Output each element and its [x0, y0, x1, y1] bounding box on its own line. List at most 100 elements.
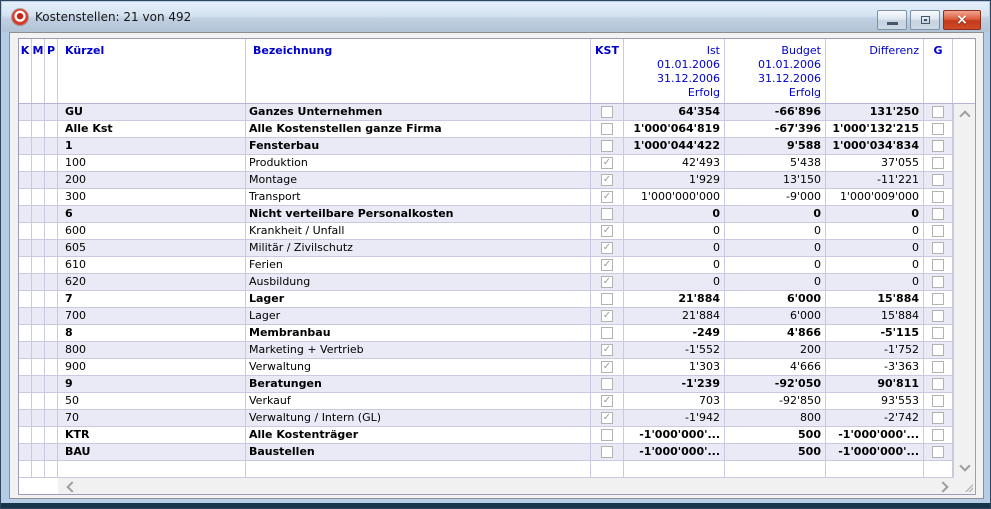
- scroll-left-icon[interactable]: [66, 481, 78, 493]
- g-checkbox[interactable]: [932, 174, 944, 186]
- row-g-cell: [924, 427, 953, 443]
- row-col-p: [45, 121, 58, 137]
- kst-checkbox[interactable]: [601, 395, 613, 407]
- grid-body: GU Ganzes Unternehmen 64'354 -66'896 131'250…: [19, 104, 975, 478]
- window-bottom-edge: [1, 503, 990, 508]
- row-differenz-value: 0: [826, 206, 924, 222]
- grid-body-rows: GU Ganzes Unternehmen 64'354 -66'896 131'250…: [19, 104, 953, 478]
- row-g-cell: [924, 223, 953, 239]
- header-col-budget: Budget 01.01.2006 31.12.2006 Erfolg: [725, 39, 826, 103]
- kst-checkbox[interactable]: [601, 242, 613, 254]
- header-col-p: P: [45, 39, 58, 103]
- row-col-m: [32, 121, 45, 137]
- kst-checkbox[interactable]: [601, 208, 613, 220]
- row-differenz-value: -1'000'000'...: [826, 444, 924, 460]
- kst-checkbox[interactable]: [601, 259, 613, 271]
- row-budget-value: 6'000: [725, 308, 826, 324]
- row-kuerzel: BAU: [58, 444, 246, 460]
- table-row[interactable]: 9 Beratungen -1'239 -92'050 90'811: [19, 376, 953, 393]
- table-row[interactable]: 8 Membranbau -249 4'866 -5'115: [19, 325, 953, 342]
- g-checkbox[interactable]: [932, 395, 944, 407]
- row-col-p: [45, 359, 58, 375]
- table-row[interactable]: Alle Kst Alle Kostenstellen ganze Firma 1'…: [19, 121, 953, 138]
- table-row[interactable]: 7 Lager 21'884 6'000 15'884: [19, 291, 953, 308]
- g-checkbox[interactable]: [932, 344, 944, 356]
- g-checkbox[interactable]: [932, 140, 944, 152]
- table-row[interactable]: GU Ganzes Unternehmen 64'354 -66'896 131'250: [19, 104, 953, 121]
- table-row[interactable]: KTR Alle Kostenträger -1'000'000'... 500 -1'…: [19, 427, 953, 444]
- g-checkbox[interactable]: [932, 259, 944, 271]
- kst-checkbox[interactable]: [601, 446, 613, 458]
- scroll-right-icon[interactable]: [937, 481, 949, 493]
- g-checkbox[interactable]: [932, 429, 944, 441]
- g-checkbox[interactable]: [932, 276, 944, 288]
- kst-checkbox[interactable]: [601, 174, 613, 186]
- g-checkbox[interactable]: [932, 446, 944, 458]
- kst-checkbox[interactable]: [601, 140, 613, 152]
- row-col-k: [19, 410, 32, 426]
- kst-checkbox[interactable]: [601, 157, 613, 169]
- kst-checkbox[interactable]: [601, 276, 613, 288]
- kst-checkbox[interactable]: [601, 106, 613, 118]
- kst-checkbox[interactable]: [601, 310, 613, 322]
- g-checkbox[interactable]: [932, 378, 944, 390]
- scroll-up-icon[interactable]: [959, 110, 971, 122]
- g-checkbox[interactable]: [932, 242, 944, 254]
- kst-checkbox[interactable]: [601, 293, 613, 305]
- restore-button[interactable]: [910, 10, 940, 30]
- row-bezeichnung: Montage: [246, 172, 591, 188]
- g-checkbox[interactable]: [932, 106, 944, 118]
- kst-checkbox[interactable]: [601, 361, 613, 373]
- g-checkbox[interactable]: [932, 310, 944, 322]
- minimize-button[interactable]: [877, 10, 907, 30]
- row-kuerzel: GU: [58, 104, 246, 120]
- g-checkbox[interactable]: [932, 208, 944, 220]
- g-checkbox[interactable]: [932, 191, 944, 203]
- resize-grip-icon[interactable]: [964, 483, 973, 492]
- kst-checkbox[interactable]: [601, 412, 613, 424]
- kst-checkbox[interactable]: [601, 191, 613, 203]
- row-budget-value: 0: [725, 240, 826, 256]
- horizontal-scrollbar[interactable]: [58, 478, 953, 494]
- g-checkbox[interactable]: [932, 327, 944, 339]
- close-button[interactable]: ×: [943, 10, 981, 30]
- header-col-kuerzel: Kürzel: [58, 39, 246, 103]
- g-checkbox[interactable]: [932, 361, 944, 373]
- row-col-k: [19, 240, 32, 256]
- row-kst-cell: [591, 308, 624, 324]
- kst-checkbox[interactable]: [601, 327, 613, 339]
- g-checkbox[interactable]: [932, 123, 944, 135]
- g-checkbox[interactable]: [932, 157, 944, 169]
- titlebar[interactable]: Kostenstellen: 21 von 492: [2, 2, 989, 32]
- row-col-k: [19, 223, 32, 239]
- kst-checkbox[interactable]: [601, 378, 613, 390]
- vertical-scrollbar[interactable]: [953, 104, 975, 478]
- table-row[interactable]: BAU Baustellen -1'000'000'... 500 -1'000'000…: [19, 444, 953, 461]
- row-budget-value: -67'396: [725, 121, 826, 137]
- table-row[interactable]: 6 Nicht verteilbare Personalkosten 0 0 0: [19, 206, 953, 223]
- row-budget-value: -92'850: [725, 393, 826, 409]
- g-checkbox[interactable]: [932, 412, 944, 424]
- table-row[interactable]: 610Ferien000: [19, 257, 953, 274]
- scroll-down-icon[interactable]: [959, 460, 971, 472]
- table-row[interactable]: 620Ausbildung000: [19, 274, 953, 291]
- kst-checkbox[interactable]: [601, 429, 613, 441]
- table-row[interactable]: 1 Fensterbau 1'000'044'422 9'588 1'000'034'8…: [19, 138, 953, 155]
- g-checkbox[interactable]: [932, 293, 944, 305]
- row-bezeichnung: Alle Kostenträger: [246, 427, 591, 443]
- g-checkbox[interactable]: [932, 225, 944, 237]
- kst-checkbox[interactable]: [601, 123, 613, 135]
- row-kst-cell: [591, 393, 624, 409]
- kst-checkbox[interactable]: [601, 344, 613, 356]
- kst-checkbox[interactable]: [601, 225, 613, 237]
